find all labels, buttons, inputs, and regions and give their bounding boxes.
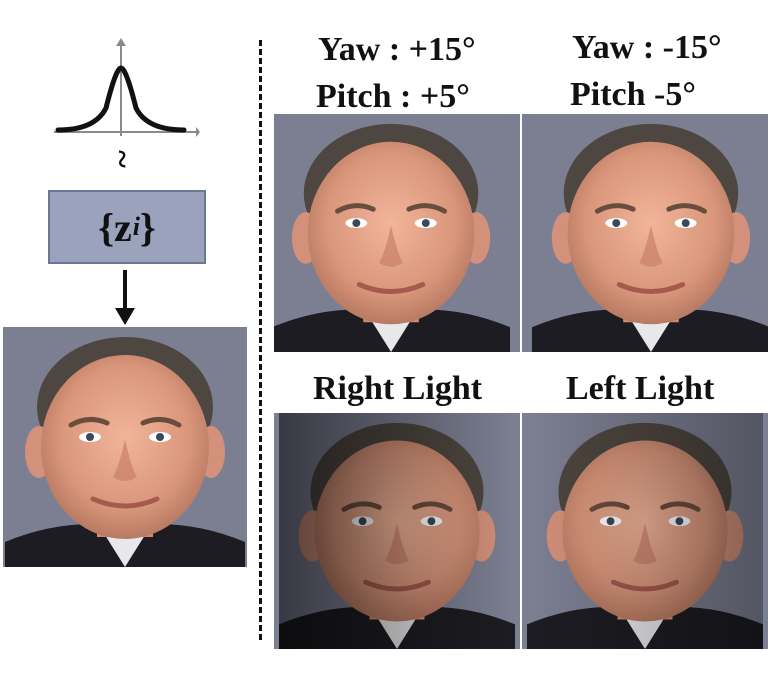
latent-brace-open: { xyxy=(98,204,114,250)
panel-2-line2: Pitch -5° xyxy=(570,76,696,113)
panel-3-label: Right Light xyxy=(313,370,483,407)
tilde-symbol: ~ xyxy=(102,150,140,168)
latent-code-box: { z i } xyxy=(48,190,206,264)
dashed-divider xyxy=(259,40,262,640)
face-yaw-plus15 xyxy=(274,114,520,352)
gaussian-curve-icon xyxy=(54,38,200,137)
panel-1-line2: Pitch : +5° xyxy=(316,78,470,115)
panel-2-line1: Yaw : -15° xyxy=(572,29,722,66)
distribution-plot xyxy=(50,38,200,138)
face-left-light xyxy=(522,413,768,649)
down-arrow-icon xyxy=(113,270,137,326)
panel-1-line1: Yaw : +15° xyxy=(318,31,476,68)
latent-variable: z xyxy=(114,204,132,250)
source-face-image xyxy=(3,327,247,567)
latent-subscript: i xyxy=(132,212,140,241)
face-right-light xyxy=(274,413,520,649)
face-yaw-minus15 xyxy=(522,114,768,352)
latent-brace-close: } xyxy=(140,204,156,250)
panel-4-label: Left Light xyxy=(566,370,715,407)
